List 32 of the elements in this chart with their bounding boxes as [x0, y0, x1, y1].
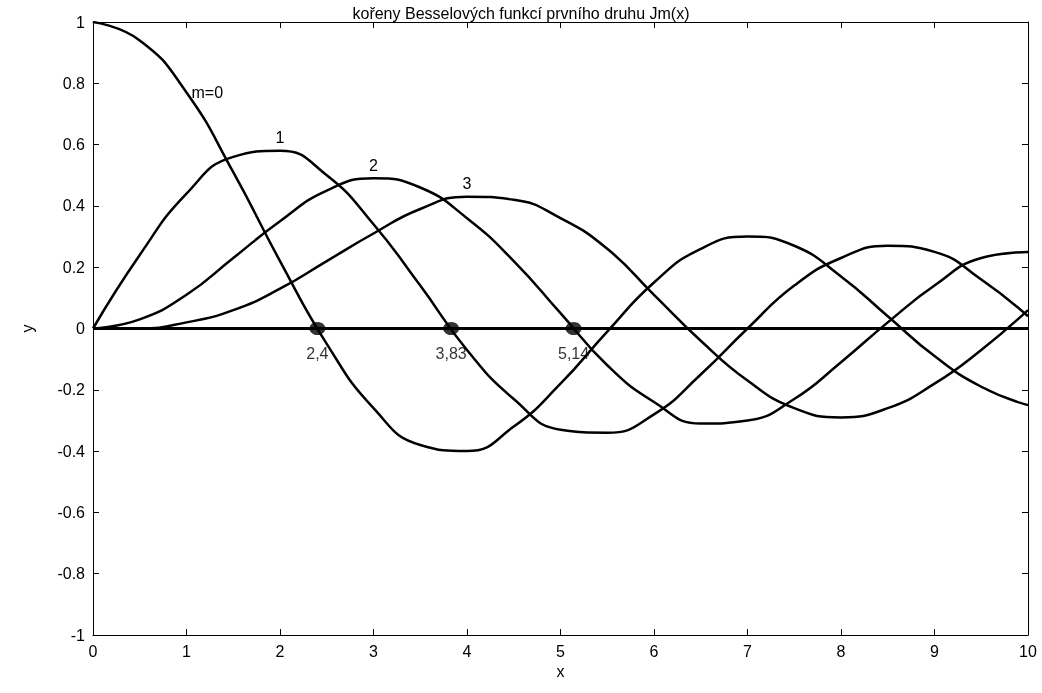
y-tick-label: 0.2: [62, 258, 86, 276]
y-tick-label: 0.4: [62, 197, 86, 215]
x-tick-label: 4: [462, 642, 472, 660]
y-axis-title: y: [18, 324, 36, 333]
y-tick-label: -0.8: [57, 565, 86, 583]
x-tick-label: 9: [930, 642, 940, 660]
y-tick-label: -0.4: [57, 442, 86, 460]
y-tick-label: 0.8: [62, 74, 86, 92]
series-label: 1: [275, 129, 285, 147]
x-tick-label: 1: [182, 642, 192, 660]
series-label: m=0: [191, 84, 224, 101]
chart-title: kořeny Besselových funkcí prvního druhu Jm(x): [352, 4, 690, 22]
y-tick-label: 0: [76, 320, 86, 337]
y-tick-label: -0.6: [57, 503, 86, 521]
y-tick-label: 0.6: [62, 136, 86, 154]
x-axis-title: x: [556, 663, 565, 681]
annotation: 2,4: [306, 344, 329, 362]
x-tick-label: 0: [88, 642, 98, 660]
x-tick-label: 6: [649, 642, 659, 660]
series-label: 3: [462, 175, 472, 193]
x-tick-label: 5: [556, 642, 566, 660]
series-label: 2: [369, 156, 379, 174]
x-tick-label: 7: [743, 642, 753, 660]
y-tick-label: 1: [76, 13, 86, 31]
y-tick-label: -0.2: [57, 381, 86, 399]
x-tick-label: 10: [1019, 642, 1037, 660]
annotation: 5,14: [558, 344, 590, 362]
x-tick-label: 2: [275, 642, 285, 660]
x-tick-label: 8: [836, 642, 846, 660]
y-tick-label: -1: [70, 626, 86, 644]
annotation: 3,83: [435, 344, 467, 362]
x-tick-label: 3: [369, 642, 379, 660]
